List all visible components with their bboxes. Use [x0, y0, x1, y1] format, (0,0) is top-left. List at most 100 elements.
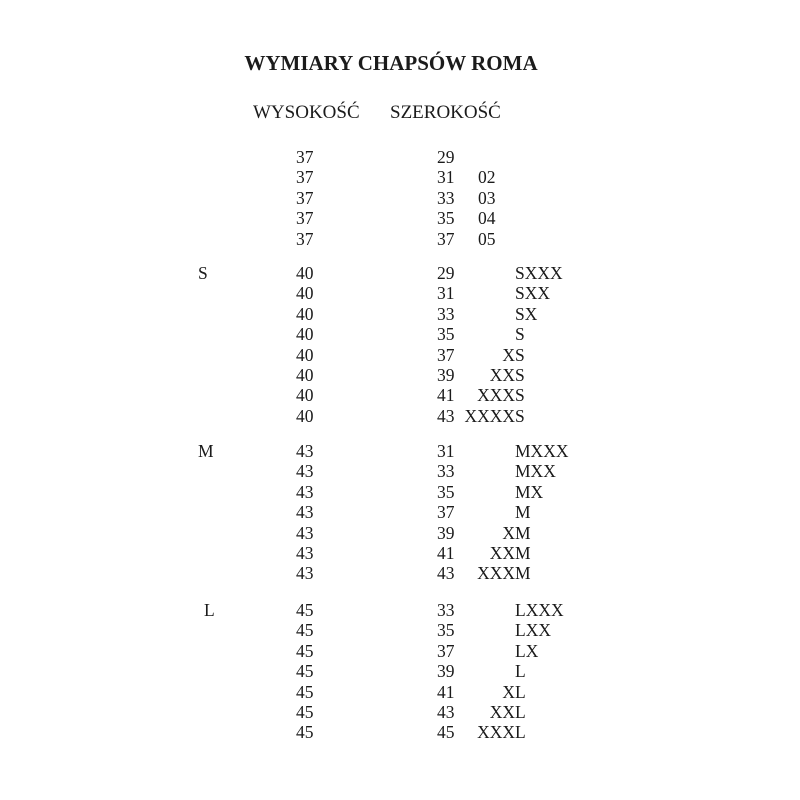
- height-value: 45: [296, 600, 314, 620]
- size-code: S: [515, 324, 525, 345]
- height-value: 37: [296, 187, 314, 208]
- width-value: 39: [437, 522, 455, 543]
- table-row: 45 45 XXX L: [0, 722, 800, 742]
- size-code: LXXX: [515, 600, 564, 620]
- table-row: 45 37 LX: [0, 641, 800, 661]
- height-value: 40: [296, 364, 314, 385]
- table-row: 37 31 02: [0, 167, 800, 187]
- size-code: LXX: [515, 620, 551, 641]
- table-row: 40 39 XX S: [0, 365, 800, 385]
- size-code: 04: [478, 208, 496, 229]
- table-row: 43 39 X M: [0, 523, 800, 543]
- height-value: 37: [296, 147, 314, 167]
- page-title: WYMIARY CHAPSÓW ROMA: [244, 51, 538, 75]
- group-letter: S: [198, 263, 208, 283]
- table-row: 37 37 05: [0, 229, 800, 249]
- height-value: 43: [296, 441, 314, 461]
- width-value: 43: [437, 405, 455, 426]
- width-value: 41: [437, 681, 455, 702]
- height-value: 40: [296, 344, 314, 365]
- size-code-prefix: XX: [489, 364, 515, 385]
- column-header-height: WYSOKOŚĆ: [253, 102, 360, 123]
- table-row: 37 35 04: [0, 208, 800, 228]
- width-value: 37: [437, 228, 455, 249]
- size-code: S: [515, 405, 525, 426]
- size-code: L: [515, 681, 526, 702]
- width-value: 41: [437, 385, 455, 406]
- size-code-prefix: XXX: [477, 563, 515, 584]
- size-code: 02: [478, 167, 496, 188]
- table-row: 40 41 XXX S: [0, 385, 800, 405]
- size-group-l: L 45 33 LXXX 45 35 LXX 45 37 LX 45 39 L 45 41 X L 45 43 XX L…: [0, 600, 800, 743]
- table-header-row: WYSOKOŚĆ SZEROKOŚĆ: [0, 101, 800, 124]
- size-code: S: [515, 385, 525, 406]
- table-row: 45 33 LXXX: [0, 600, 800, 620]
- width-value: 33: [437, 187, 455, 208]
- table-row: 43 37 M: [0, 502, 800, 522]
- table-row: 37 33 03: [0, 188, 800, 208]
- size-code: M: [515, 542, 531, 563]
- width-value: 31: [437, 167, 455, 188]
- height-value: 45: [296, 681, 314, 702]
- size-group-m: M 43 31 MXXX 43 33 MXX 43 35 MX 43 37 M 43 39 X M 43 41 XX M…: [0, 441, 800, 584]
- size-code: S: [515, 364, 525, 385]
- table-row: 43 33 MXX: [0, 461, 800, 481]
- height-value: 40: [296, 303, 314, 324]
- width-value: 35: [437, 481, 455, 502]
- size-code: M: [515, 563, 531, 584]
- table-row: 40 31 SXX: [0, 283, 800, 303]
- width-value: 43: [437, 701, 455, 722]
- table-row: 45 35 LXX: [0, 620, 800, 640]
- size-code: M: [515, 502, 531, 523]
- height-value: 43: [296, 502, 314, 523]
- size-code: 05: [478, 228, 496, 249]
- table-row: 43 43 XXX M: [0, 563, 800, 583]
- height-value: 43: [296, 542, 314, 563]
- size-code-prefix: XXXX: [464, 405, 515, 426]
- width-value: 33: [437, 303, 455, 324]
- table-row: 40 43 XXXX S: [0, 406, 800, 426]
- height-value: 43: [296, 461, 314, 482]
- width-value: 37: [437, 344, 455, 365]
- height-value: 37: [296, 167, 314, 188]
- size-code: MXX: [515, 461, 556, 482]
- height-value: 45: [296, 701, 314, 722]
- size-code: S: [515, 344, 525, 365]
- height-value: 37: [296, 208, 314, 229]
- table-row: 40 29 SXXX: [0, 263, 800, 283]
- size-code: LX: [515, 640, 539, 661]
- height-value: 40: [296, 324, 314, 345]
- width-value: 31: [437, 441, 455, 461]
- size-code-prefix: XXX: [477, 722, 515, 743]
- table-row: 43 31 MXXX: [0, 441, 800, 461]
- table-row: 43 41 XX M: [0, 543, 800, 563]
- table-row: 45 39 L: [0, 661, 800, 681]
- height-value: 37: [296, 228, 314, 249]
- size-code-prefix: XX: [489, 542, 515, 563]
- size-code: L: [515, 661, 526, 682]
- size-code: 03: [478, 187, 496, 208]
- table-row: 40 37 X S: [0, 345, 800, 365]
- height-value: 40: [296, 385, 314, 406]
- height-value: 40: [296, 283, 314, 304]
- width-value: 33: [437, 600, 455, 620]
- width-value: 37: [437, 640, 455, 661]
- height-value: 40: [296, 405, 314, 426]
- size-code: MXXX: [515, 441, 569, 461]
- size-code-prefix: XX: [489, 701, 515, 722]
- width-value: 39: [437, 661, 455, 682]
- size-code-prefix: X: [502, 522, 515, 543]
- height-value: 43: [296, 522, 314, 543]
- size-code: MX: [515, 481, 544, 502]
- width-value: 31: [437, 283, 455, 304]
- height-value: 43: [296, 481, 314, 502]
- width-value: 41: [437, 542, 455, 563]
- group-letter: L: [204, 600, 215, 620]
- width-value: 43: [437, 563, 455, 584]
- height-value: 40: [296, 263, 314, 283]
- height-value: 45: [296, 620, 314, 641]
- size-code: SX: [515, 303, 538, 324]
- table-row: 37 29: [0, 147, 800, 167]
- table-row: 40 33 SX: [0, 304, 800, 324]
- size-code: M: [515, 522, 531, 543]
